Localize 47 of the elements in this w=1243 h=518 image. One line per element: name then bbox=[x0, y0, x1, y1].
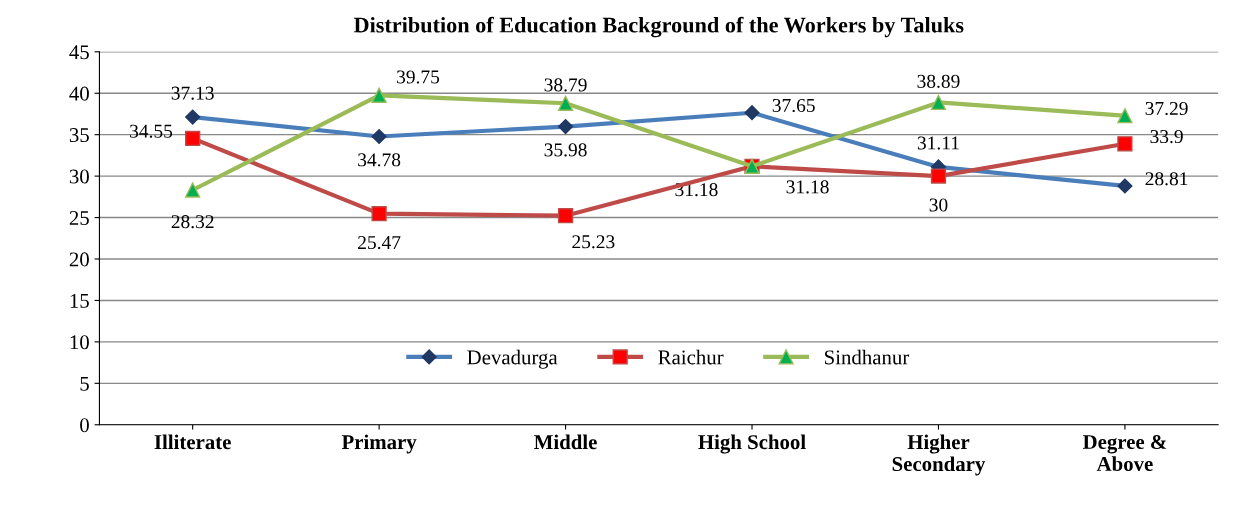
point bbox=[185, 182, 201, 198]
y-tick-label: 5 bbox=[80, 376, 89, 391]
legend-label: Devadurga bbox=[467, 349, 558, 369]
x-tick-label: Primary bbox=[341, 434, 417, 454]
data-label: 35.98 bbox=[544, 143, 587, 157]
data-label: 28.32 bbox=[171, 215, 214, 229]
point bbox=[1117, 108, 1133, 124]
y-tick-label: 40 bbox=[69, 86, 89, 101]
point bbox=[371, 87, 387, 103]
point bbox=[557, 208, 574, 224]
y-tick-label: 35 bbox=[69, 128, 89, 143]
point bbox=[557, 95, 574, 111]
legend-label: Sindhanur bbox=[825, 349, 910, 365]
y-tick-label: 25 bbox=[69, 210, 89, 225]
point bbox=[930, 94, 947, 111]
data-label: 39.75 bbox=[397, 70, 440, 84]
point bbox=[1117, 136, 1133, 152]
y-tick-label: 30 bbox=[69, 169, 89, 184]
x-tick-label: Illiterate bbox=[154, 434, 231, 450]
data-label: 31.11 bbox=[917, 136, 959, 150]
point bbox=[185, 130, 201, 147]
data-label: 33.9 bbox=[1150, 130, 1183, 144]
x-tick-label: Middle bbox=[534, 434, 597, 450]
legend-label: Raichur bbox=[658, 349, 724, 365]
data-label: 25.23 bbox=[572, 235, 615, 249]
point bbox=[930, 168, 947, 184]
y-tick-label: 15 bbox=[70, 293, 89, 308]
data-label: 37.65 bbox=[772, 98, 815, 113]
data-label: 25.47 bbox=[358, 236, 401, 250]
data-label: 37.13 bbox=[171, 86, 214, 100]
data-label: 31.18 bbox=[786, 180, 829, 194]
point bbox=[371, 206, 387, 222]
data-label: 34.78 bbox=[358, 153, 401, 167]
chart-title: Distribution of Education Background of the Workers by Taluks bbox=[353, 16, 964, 38]
x-tick-label: Higher Secondary bbox=[892, 434, 986, 476]
data-label: 38.89 bbox=[917, 74, 960, 88]
data-label: 34.55 bbox=[130, 124, 173, 138]
y-tick-label: 0 bbox=[80, 418, 89, 433]
y-tick-label: 20 bbox=[69, 252, 89, 267]
x-tick-label: Degree & Above bbox=[1082, 434, 1167, 471]
data-label: 28.81 bbox=[1145, 172, 1188, 186]
data-label: 30 bbox=[929, 198, 948, 212]
y-tick-label: 10 bbox=[70, 335, 89, 350]
data-label: 37.29 bbox=[1145, 101, 1188, 116]
data-label: 38.79 bbox=[544, 78, 587, 92]
y-tick-label: 45 bbox=[69, 45, 89, 60]
x-tick-label: High School bbox=[698, 434, 806, 454]
